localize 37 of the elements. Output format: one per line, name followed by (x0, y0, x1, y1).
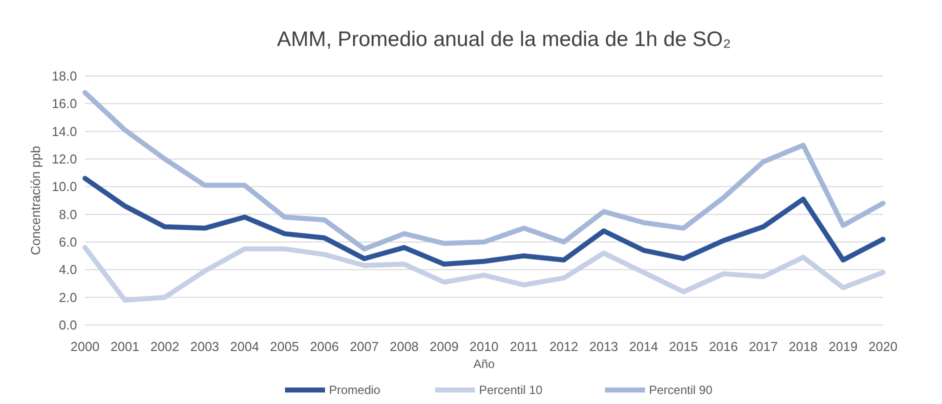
x-tick-label: 2002 (150, 339, 180, 354)
y-tick-label: 4.0 (58, 262, 77, 278)
y-tick-label: 18.0 (52, 68, 77, 84)
legend-label: Promedio (329, 383, 381, 397)
x-tick-label: 2011 (510, 339, 538, 354)
x-tick-label: 2017 (748, 339, 778, 354)
y-tick-label: 0.0 (58, 318, 77, 333)
x-tick-label: 2014 (629, 339, 658, 354)
x-tick-label: 2005 (270, 339, 299, 354)
x-tick-label: 2006 (310, 339, 339, 354)
chart-title: AMM, Promedio anual de la media de 1h de SO₂ (276, 28, 732, 51)
y-tick-label: 16.0 (52, 96, 77, 112)
x-tick-label: 2013 (589, 339, 618, 354)
legend-label: Percentil 90 (649, 383, 713, 397)
x-tick-label: 2018 (788, 339, 818, 354)
x-tick-label: 2001 (110, 339, 140, 354)
x-tick-label: 2019 (828, 339, 858, 354)
y-tick-label: 14.0 (52, 124, 77, 139)
x-tick-label: 2000 (70, 339, 100, 354)
x-tick-label: 2015 (669, 339, 698, 354)
x-tick-label: 2009 (430, 339, 459, 354)
y-tick-label: 10.0 (52, 179, 77, 194)
x-tick-label: 2016 (708, 339, 738, 354)
y-tick-label: 8.0 (58, 206, 77, 222)
x-tick-label: 2012 (549, 339, 578, 354)
y-tick-label: 6.0 (58, 234, 77, 250)
x-tick-label: 2003 (190, 339, 220, 354)
y-axis-title: Concentración ppb (28, 146, 43, 256)
x-tick-label: 2007 (350, 339, 379, 354)
x-tick-label: 2020 (868, 339, 898, 354)
y-tick-label: 2.0 (58, 290, 77, 305)
x-tick-label: 2010 (470, 339, 498, 354)
y-tick-label: 12.0 (52, 152, 77, 167)
x-axis-title: Año (473, 357, 495, 371)
x-tick-label: 2008 (390, 339, 419, 354)
x-tick-label: 2004 (230, 339, 260, 354)
legend-label: Percentil 10 (479, 383, 543, 397)
